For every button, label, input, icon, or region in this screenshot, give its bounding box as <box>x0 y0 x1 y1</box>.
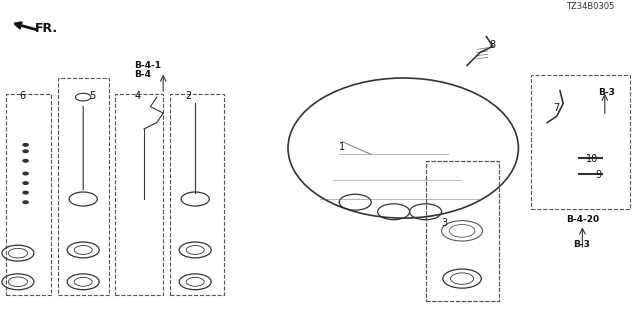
Text: 7: 7 <box>554 103 560 114</box>
Text: 5: 5 <box>90 91 96 101</box>
Circle shape <box>23 144 28 146</box>
Text: B-4: B-4 <box>134 70 152 79</box>
Circle shape <box>23 201 28 204</box>
Circle shape <box>23 182 28 184</box>
Bar <box>170 94 224 294</box>
Text: B-3: B-3 <box>573 240 589 249</box>
Bar <box>6 94 51 294</box>
Text: B-4-20: B-4-20 <box>566 215 600 224</box>
Circle shape <box>23 172 28 175</box>
Bar <box>58 78 109 294</box>
Text: 4: 4 <box>134 91 141 101</box>
Text: 6: 6 <box>19 91 26 101</box>
Text: 10: 10 <box>586 155 598 164</box>
Bar <box>426 161 499 301</box>
Bar <box>115 94 163 294</box>
Circle shape <box>23 160 28 162</box>
Circle shape <box>23 191 28 194</box>
Text: B-3: B-3 <box>598 88 615 97</box>
Text: 9: 9 <box>595 170 602 180</box>
Text: 8: 8 <box>490 40 496 50</box>
Bar <box>426 161 499 301</box>
Bar <box>531 75 630 209</box>
Circle shape <box>23 150 28 153</box>
Text: 1: 1 <box>339 142 346 152</box>
Text: TZ34B0305: TZ34B0305 <box>566 2 614 11</box>
Text: B-4-1: B-4-1 <box>134 60 161 69</box>
Text: 3: 3 <box>442 218 448 228</box>
Text: FR.: FR. <box>35 22 58 35</box>
Text: 2: 2 <box>186 91 192 101</box>
